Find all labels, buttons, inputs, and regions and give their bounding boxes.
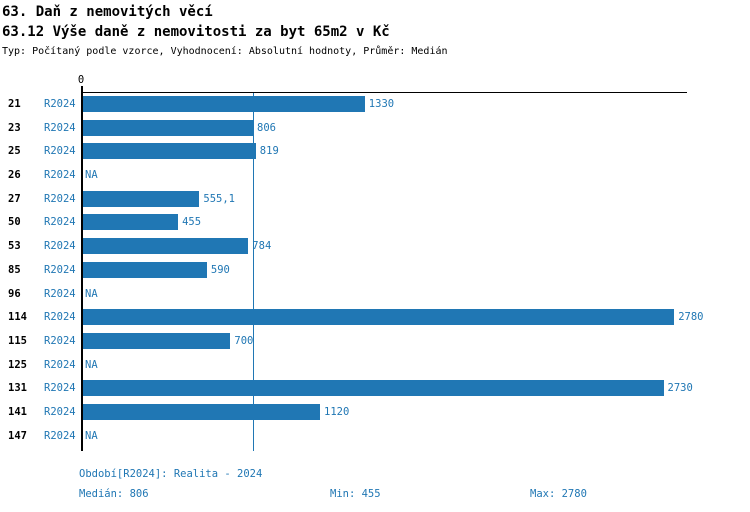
chart-row: 96 R2024 NA xyxy=(0,282,750,306)
chart-row: 115 R2024 700 xyxy=(0,329,750,353)
row-series-label: R2024 xyxy=(44,382,76,395)
chart-row: 53 R2024 784 xyxy=(0,234,750,258)
bar-value-label: 784 xyxy=(252,240,272,253)
bar-value-label: 2730 xyxy=(667,382,693,395)
chart-row: 27 R2024 555,1 xyxy=(0,187,750,211)
bar-track: 555,1 xyxy=(81,187,750,211)
row-category-label: 125 xyxy=(8,358,27,371)
chart-row: 26 R2024 NA xyxy=(0,163,750,187)
value-bar xyxy=(81,261,207,278)
value-bar xyxy=(81,380,664,397)
bar-value-label: NA xyxy=(85,169,98,182)
chart-row: 50 R2024 455 xyxy=(0,211,750,235)
row-category-label: 141 xyxy=(8,406,27,419)
row-category-label: 26 xyxy=(8,169,21,182)
chart-row: 141 R2024 1120 xyxy=(0,400,750,424)
value-bar xyxy=(81,214,179,231)
value-bar xyxy=(81,190,200,207)
bar-track: 2780 xyxy=(81,305,750,329)
row-category-label: 131 xyxy=(8,382,27,395)
bar-value-label: 555,1 xyxy=(203,192,235,205)
bar-value-label: 806 xyxy=(257,121,276,134)
row-series-label: R2024 xyxy=(44,335,76,348)
bar-value-label: NA xyxy=(85,358,98,371)
bar-track: NA xyxy=(81,163,750,187)
row-category-label: 25 xyxy=(8,145,21,158)
row-category-label: 96 xyxy=(8,287,21,300)
row-category-label: 53 xyxy=(8,240,21,253)
footer-max-label: Max: 2780 xyxy=(530,488,587,500)
row-series-label: R2024 xyxy=(44,311,76,324)
chart-row: 114 R2024 2780 xyxy=(0,305,750,329)
row-series-label: R2024 xyxy=(44,121,76,134)
bar-value-label: 1120 xyxy=(324,406,350,419)
row-series-label: R2024 xyxy=(44,169,76,182)
row-category-label: 115 xyxy=(8,335,27,348)
indicator-title: 63.12 Výše daně z nemovitosti za byt 65m… xyxy=(2,24,390,40)
row-category-label: 85 xyxy=(8,263,21,276)
bar-value-label: 590 xyxy=(210,263,230,276)
row-category-label: 50 xyxy=(8,216,21,229)
chart-row: 131 R2024 2730 xyxy=(0,377,750,401)
row-series-label: R2024 xyxy=(44,429,76,442)
footer-period-label: Období[R2024]: Realita - 2024 xyxy=(79,468,263,480)
chart-rows: 21 R2024 1330 23 R2024 806 25 R2024 819 26 R2024 NA… xyxy=(0,92,750,448)
chart-row: 125 R2024 NA xyxy=(0,353,750,377)
bar-value-label: 455 xyxy=(182,216,202,229)
bar-track: 784 xyxy=(81,234,750,258)
bar-value-label: 819 xyxy=(259,145,279,158)
bar-value-label: 700 xyxy=(234,335,254,348)
row-series-label: R2024 xyxy=(44,263,76,276)
y-axis-line xyxy=(81,86,83,451)
chart-row: 25 R2024 819 xyxy=(0,139,750,163)
bar-track: NA xyxy=(81,353,750,377)
row-series-label: R2024 xyxy=(44,192,76,205)
bar-value-label: 1330 xyxy=(368,97,395,110)
row-series-label: R2024 xyxy=(44,287,76,300)
chart-row: 21 R2024 1330 xyxy=(0,92,750,116)
bar-track: 819 xyxy=(81,139,750,163)
row-category-label: 27 xyxy=(8,192,21,205)
bar-track: 455 xyxy=(81,211,750,235)
bar-track: 1120 xyxy=(81,400,750,424)
row-category-label: 21 xyxy=(8,97,21,110)
row-series-label: R2024 xyxy=(44,216,76,229)
footer-min-label: Min: 455 xyxy=(330,488,381,500)
report-title: 63. Daň z nemovitých věcí xyxy=(2,4,213,20)
bar-track: 590 xyxy=(81,258,750,282)
bar-value-label: NA xyxy=(85,287,98,300)
row-category-label: 114 xyxy=(8,311,27,324)
bar-track: 2730 xyxy=(81,377,750,401)
value-bar xyxy=(81,309,675,326)
indicator-subtitle: Typ: Počítaný podle vzorce, Vyhodnocení:… xyxy=(2,46,448,57)
chart-row: 85 R2024 590 xyxy=(0,258,750,282)
chart-row: 23 R2024 806 xyxy=(0,116,750,140)
bar-track: NA xyxy=(81,282,750,306)
value-bar xyxy=(81,333,231,350)
bar-track: NA xyxy=(81,424,750,448)
value-bar xyxy=(81,238,249,255)
row-series-label: R2024 xyxy=(44,406,76,419)
x-axis-line xyxy=(81,92,687,93)
row-series-label: R2024 xyxy=(44,358,76,371)
row-series-label: R2024 xyxy=(44,145,76,158)
bar-track: 806 xyxy=(81,116,750,140)
bar-track: 700 xyxy=(81,329,750,353)
footer-median-label: Medián: 806 xyxy=(79,488,149,500)
row-series-label: R2024 xyxy=(44,240,76,253)
value-bar xyxy=(81,404,320,421)
row-category-label: 23 xyxy=(8,121,21,134)
row-series-label: R2024 xyxy=(44,97,76,110)
bar-value-label: 2780 xyxy=(678,311,704,324)
chart-row: 147 R2024 NA xyxy=(0,424,750,448)
x-axis-zero-label: 0 xyxy=(77,74,85,86)
bar-track: 1330 xyxy=(81,92,750,116)
median-line xyxy=(253,92,254,451)
row-category-label: 147 xyxy=(8,429,27,442)
bar-value-label: NA xyxy=(85,429,98,442)
value-bar xyxy=(81,95,365,112)
value-bar xyxy=(81,119,253,136)
value-bar xyxy=(81,143,256,160)
